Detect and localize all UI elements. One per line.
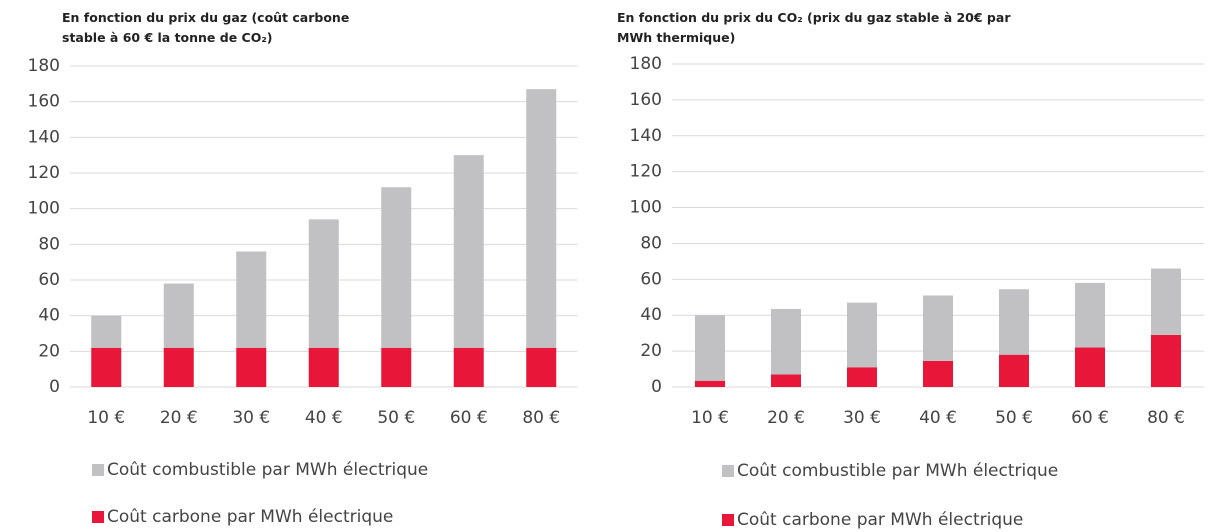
- bar-segment: [526, 347, 557, 387]
- legend-label: Coût carbone par MWh électrique: [737, 510, 1023, 530]
- bar-segment: [1151, 334, 1181, 387]
- bar-segment: [308, 219, 339, 348]
- x-tick-label: 20 €: [160, 408, 198, 428]
- bar-segment: [999, 354, 1029, 387]
- x-tick-label: 60 €: [1071, 408, 1109, 428]
- legend-label: Coût carbone par MWh électrique: [107, 507, 393, 527]
- bar-segment: [526, 89, 557, 348]
- x-tick-label: 30 €: [232, 408, 270, 428]
- y-tick-label: 100: [28, 199, 60, 219]
- legend-swatch: [92, 464, 104, 476]
- x-tick-label: 10 €: [87, 408, 125, 428]
- bar-segment: [381, 347, 412, 387]
- bar-segment: [163, 283, 194, 348]
- legend-swatch: [722, 514, 734, 526]
- bar-segment: [453, 155, 484, 348]
- bar-segment: [771, 374, 801, 387]
- y-tick-label: 80: [38, 234, 60, 254]
- bar-segment: [771, 308, 801, 375]
- y-tick-label: 140: [28, 127, 60, 147]
- bar-segment: [695, 380, 725, 387]
- y-tick-label: 120: [630, 162, 662, 182]
- y-tick-label: 140: [630, 126, 662, 146]
- chart-title: En fonction du prix du CO₂ (prix du gaz …: [617, 10, 1011, 45]
- y-tick-label: 160: [28, 92, 60, 112]
- y-tick-label: 100: [630, 198, 662, 218]
- chart-title: En fonction du prix du gaz (coût carbone…: [62, 10, 350, 45]
- bar-segment: [923, 295, 953, 361]
- bar-segment: [453, 347, 484, 387]
- bar-segment: [923, 360, 953, 387]
- y-tick-label: 60: [38, 270, 60, 290]
- bar-segment: [847, 367, 877, 387]
- x-tick-label: 40 €: [305, 408, 343, 428]
- bar-segment: [695, 315, 725, 381]
- y-tick-label: 180: [630, 54, 662, 74]
- x-tick-label: 20 €: [767, 408, 805, 428]
- bar-segment: [91, 347, 122, 387]
- x-tick-label: 80 €: [1147, 408, 1185, 428]
- bar-segment: [163, 347, 194, 387]
- bar-segment: [1075, 282, 1105, 348]
- bar-segment: [236, 251, 267, 348]
- y-tick-label: 180: [28, 56, 60, 76]
- y-tick-label: 40: [640, 305, 662, 325]
- legend-label: Coût combustible par MWh électrique: [737, 461, 1058, 481]
- bar-segment: [1075, 347, 1105, 387]
- y-tick-label: 120: [28, 163, 60, 183]
- bar-segment: [1151, 268, 1181, 335]
- x-tick-label: 50 €: [377, 408, 415, 428]
- bar-segment: [999, 289, 1029, 355]
- bar-segment: [308, 347, 339, 387]
- legend-swatch: [92, 511, 104, 523]
- x-tick-label: 40 €: [919, 408, 957, 428]
- y-tick-label: 80: [640, 233, 662, 253]
- legend-swatch: [722, 465, 734, 477]
- x-tick-label: 60 €: [450, 408, 488, 428]
- bar-segment: [847, 302, 877, 368]
- y-tick-label: 160: [630, 90, 662, 110]
- bar-segment: [236, 347, 267, 387]
- bar-segment: [381, 187, 412, 348]
- x-tick-label: 30 €: [843, 408, 881, 428]
- y-tick-label: 0: [651, 377, 662, 397]
- y-tick-label: 20: [640, 341, 662, 361]
- x-tick-label: 80 €: [522, 408, 560, 428]
- legend-label: Coût combustible par MWh électrique: [107, 460, 428, 480]
- x-tick-label: 10 €: [691, 408, 729, 428]
- x-tick-label: 50 €: [995, 408, 1033, 428]
- bar-segment: [91, 315, 122, 348]
- y-tick-label: 20: [38, 341, 60, 361]
- y-tick-label: 0: [49, 377, 60, 397]
- y-tick-label: 60: [640, 269, 662, 289]
- y-tick-label: 40: [38, 306, 60, 326]
